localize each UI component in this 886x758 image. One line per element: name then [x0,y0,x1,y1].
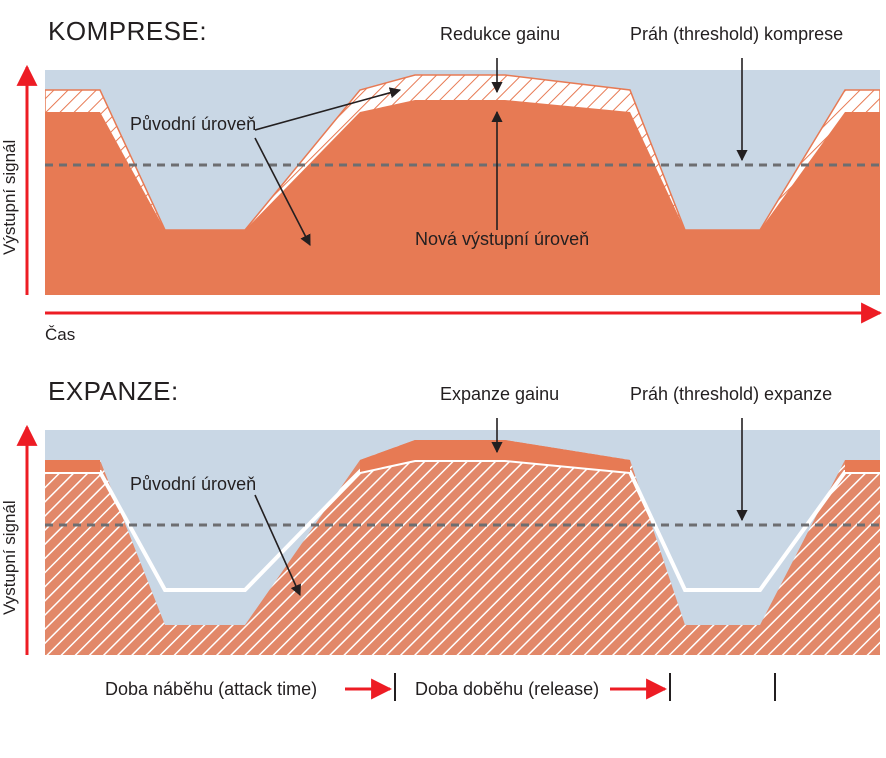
y-axis-label: Vystupní signál [0,500,19,615]
x-axis-label: Čas [45,325,75,344]
cap-right [845,460,880,472]
cap-left [45,460,100,472]
label-release: Doba doběhu (release) [415,679,599,699]
label-threshold: Práh (threshold) komprese [630,24,843,44]
panel-expansion: EXPANZE: Expanze gainu Práh (threshold) ex… [0,376,880,701]
title-expansion: EXPANZE: [48,376,179,406]
title-compression: KOMPRESE: [48,16,207,46]
label-threshold: Práh (threshold) expanze [630,384,832,404]
label-attack: Doba náběhu (attack time) [105,679,317,699]
label-new-level: Nová výstupní úroveň [415,229,589,249]
label-reduction: Redukce gainu [440,24,560,44]
plot-expansion [45,430,880,655]
panel-compression: KOMPRESE: Redukce gainu Práh (threshold) k… [0,16,880,344]
plot-compression [45,70,880,295]
label-original: Původní úroveň [130,114,256,134]
label-expansion: Expanze gainu [440,384,559,404]
label-original: Původní úroveň [130,474,256,494]
y-axis-label: Výstupní signál [0,140,19,255]
